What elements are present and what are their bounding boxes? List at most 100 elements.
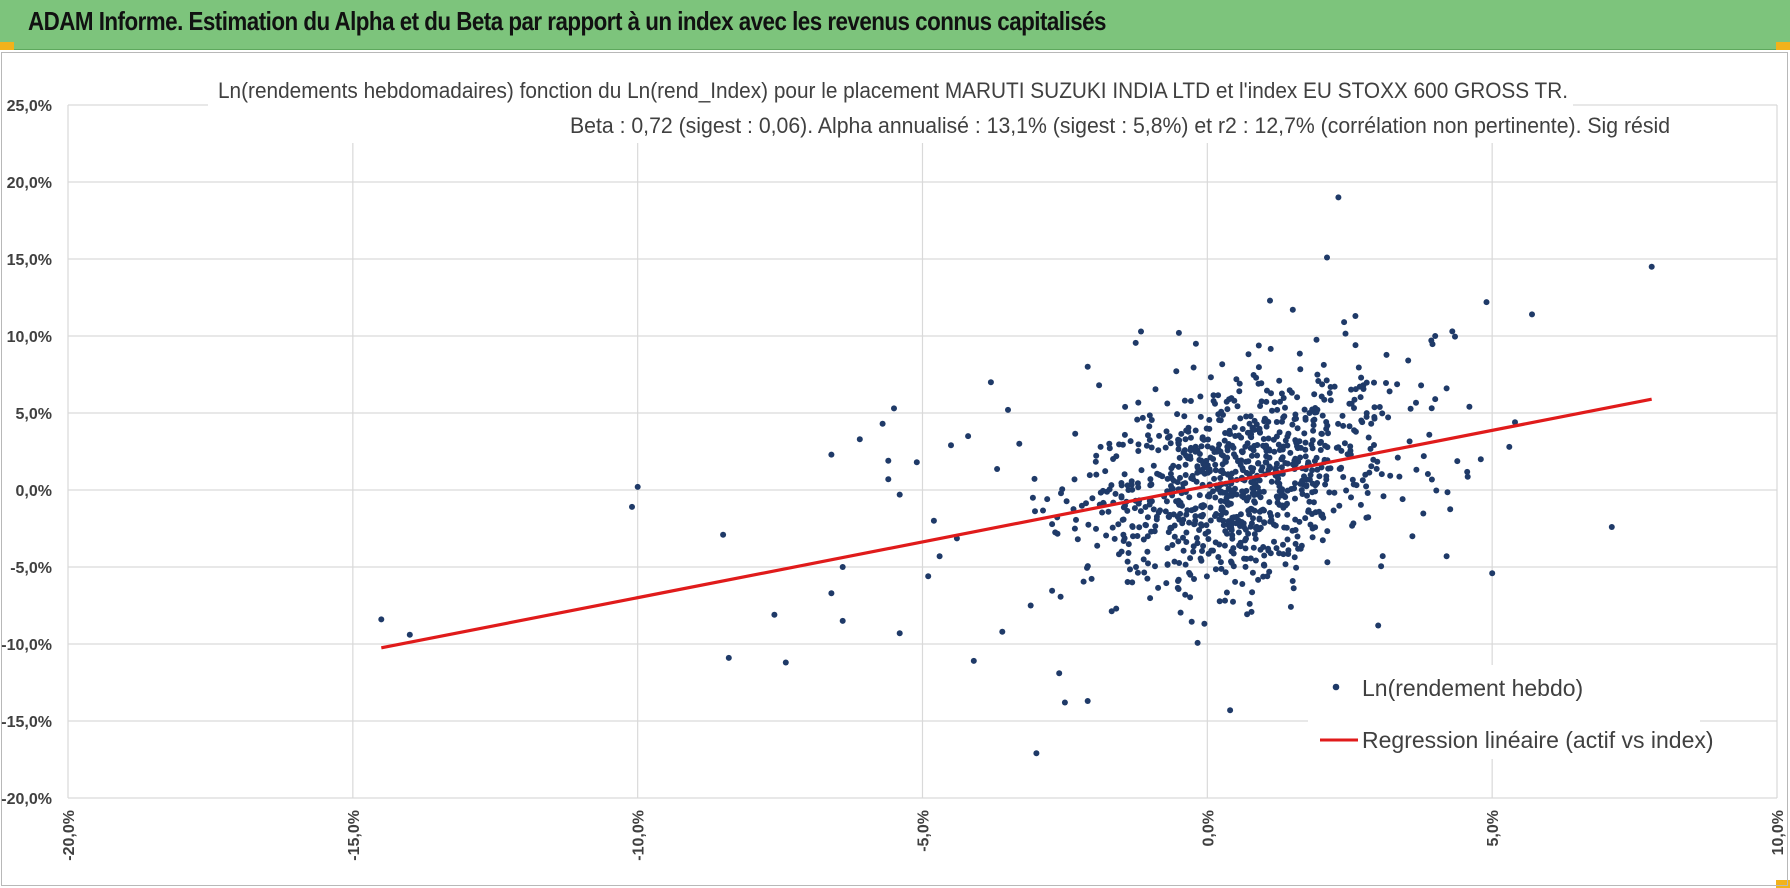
data-point <box>1294 394 1301 401</box>
data-point <box>1432 396 1439 403</box>
data-point <box>891 405 897 412</box>
data-point <box>1230 563 1237 570</box>
data-point <box>1186 494 1193 501</box>
data-point <box>1374 458 1381 465</box>
data-point <box>1297 444 1304 451</box>
data-point <box>1156 432 1163 439</box>
data-point <box>1175 463 1182 470</box>
data-point <box>885 457 892 464</box>
data-point <box>1358 374 1365 381</box>
data-point <box>1155 447 1162 454</box>
data-point <box>1310 417 1317 424</box>
data-point <box>1124 579 1131 585</box>
data-point <box>1283 524 1290 531</box>
data-point <box>1125 541 1132 548</box>
data-point <box>1335 194 1342 201</box>
data-point <box>1210 398 1217 404</box>
data-points <box>378 194 1655 757</box>
data-point <box>1224 443 1231 450</box>
data-point <box>1341 440 1348 447</box>
data-point <box>1230 545 1237 552</box>
data-point <box>1187 555 1194 562</box>
data-point <box>1111 535 1118 542</box>
data-point <box>1188 507 1195 514</box>
data-point <box>1276 447 1283 453</box>
data-point <box>1197 413 1204 420</box>
data-point <box>1132 339 1139 346</box>
data-point <box>1323 377 1330 384</box>
data-point <box>1242 563 1249 570</box>
data-point <box>1197 555 1204 562</box>
data-point <box>1141 569 1148 576</box>
data-point <box>1316 473 1323 480</box>
data-point <box>1281 413 1288 420</box>
data-point <box>1249 468 1256 475</box>
data-point <box>1207 454 1214 461</box>
data-point <box>1221 542 1228 549</box>
data-point <box>1289 527 1296 534</box>
data-point <box>948 442 954 449</box>
data-point <box>1262 416 1269 423</box>
data-point <box>1298 487 1305 493</box>
y-tick-label: 25,0% <box>7 98 52 115</box>
data-point <box>1324 559 1331 566</box>
data-point <box>1261 552 1268 559</box>
data-point <box>1074 536 1081 543</box>
data-point <box>1346 423 1353 430</box>
data-point <box>1222 597 1228 604</box>
data-point <box>1188 618 1195 625</box>
data-point <box>1399 496 1406 503</box>
data-point <box>1181 447 1188 454</box>
data-point <box>1320 361 1327 368</box>
data-point <box>1347 443 1354 450</box>
data-point <box>879 420 886 427</box>
data-point <box>1287 603 1294 610</box>
data-point <box>1302 414 1309 421</box>
data-point <box>1314 371 1321 378</box>
data-point <box>1175 538 1182 545</box>
data-point <box>1365 434 1372 441</box>
data-point <box>1477 456 1484 463</box>
data-point <box>1217 475 1224 481</box>
data-point <box>1204 493 1211 500</box>
legend-label-regression: Regression linéaire (actif vs index) <box>1362 727 1714 753</box>
data-point <box>1040 507 1046 514</box>
data-point <box>1084 698 1091 704</box>
data-point <box>1244 611 1251 618</box>
data-point <box>1350 481 1357 488</box>
data-point <box>1245 351 1252 358</box>
data-point <box>1337 465 1344 472</box>
data-point <box>1294 533 1301 540</box>
data-point <box>1219 361 1226 368</box>
data-point <box>1118 494 1125 501</box>
data-point <box>1086 472 1093 479</box>
data-point <box>1327 465 1334 472</box>
data-point <box>1250 544 1257 551</box>
data-point <box>1309 445 1316 452</box>
data-point <box>1150 506 1157 513</box>
data-point <box>1426 431 1433 438</box>
data-point <box>1235 432 1242 439</box>
data-point <box>1264 387 1270 394</box>
data-point <box>1138 467 1145 474</box>
data-point <box>1407 405 1414 412</box>
data-point <box>1282 561 1289 568</box>
data-point <box>913 459 920 466</box>
data-point <box>1236 380 1243 387</box>
data-point <box>1252 535 1259 542</box>
corner-marker-top-right <box>1776 42 1790 50</box>
data-point <box>1220 470 1227 477</box>
data-point <box>1135 441 1142 448</box>
data-point <box>1350 520 1357 527</box>
data-point <box>1324 254 1330 261</box>
data-point <box>1362 471 1369 478</box>
data-point <box>1253 374 1260 381</box>
data-point <box>1277 398 1283 405</box>
data-point <box>1164 545 1171 552</box>
data-point <box>1256 488 1263 495</box>
data-point <box>1280 541 1286 548</box>
data-point <box>1352 342 1359 349</box>
data-point <box>1290 585 1297 592</box>
data-point <box>1162 444 1169 451</box>
data-point <box>1263 453 1270 460</box>
